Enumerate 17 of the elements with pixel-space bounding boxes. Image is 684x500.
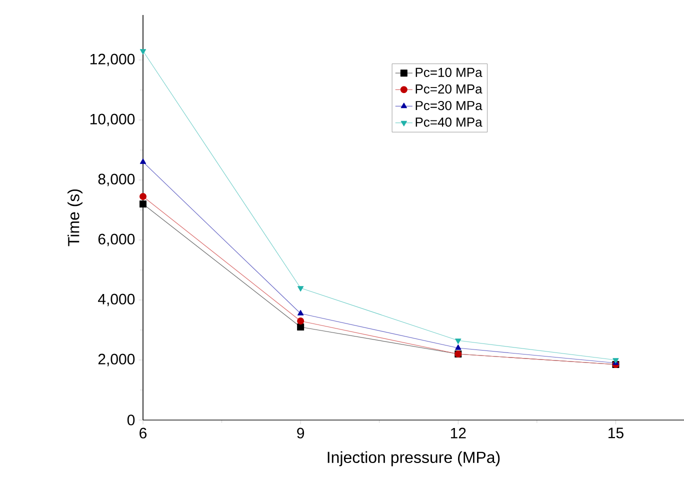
x-axis-title: Injection pressure (MPa) (328, 451, 500, 466)
x-tick-label: 15 (608, 428, 624, 438)
y-tick-label: 0 (127, 414, 135, 426)
legend-label: Pc=40 MPa (416, 118, 482, 127)
y-tick-label: 10,000 (90, 114, 135, 126)
x-tick-label: 12 (450, 428, 466, 438)
legend-label: Pc=20 MPa (416, 84, 482, 94)
y-tick-label: 6,000 (98, 234, 135, 246)
y-axis-title: Time (s) (68, 189, 82, 246)
y-tick-label: 12,000 (90, 54, 135, 66)
x-tick-label: 6 (140, 428, 147, 438)
legend-label: Pc=10 MPa (416, 68, 482, 77)
y-tick-label: 8,000 (98, 174, 135, 186)
y-tick-label: 2,000 (98, 354, 135, 366)
x-tick-label: 9 (297, 428, 304, 438)
legend-label: Pc=30 MPa (416, 100, 482, 110)
y-tick-label: 4,000 (98, 294, 135, 306)
